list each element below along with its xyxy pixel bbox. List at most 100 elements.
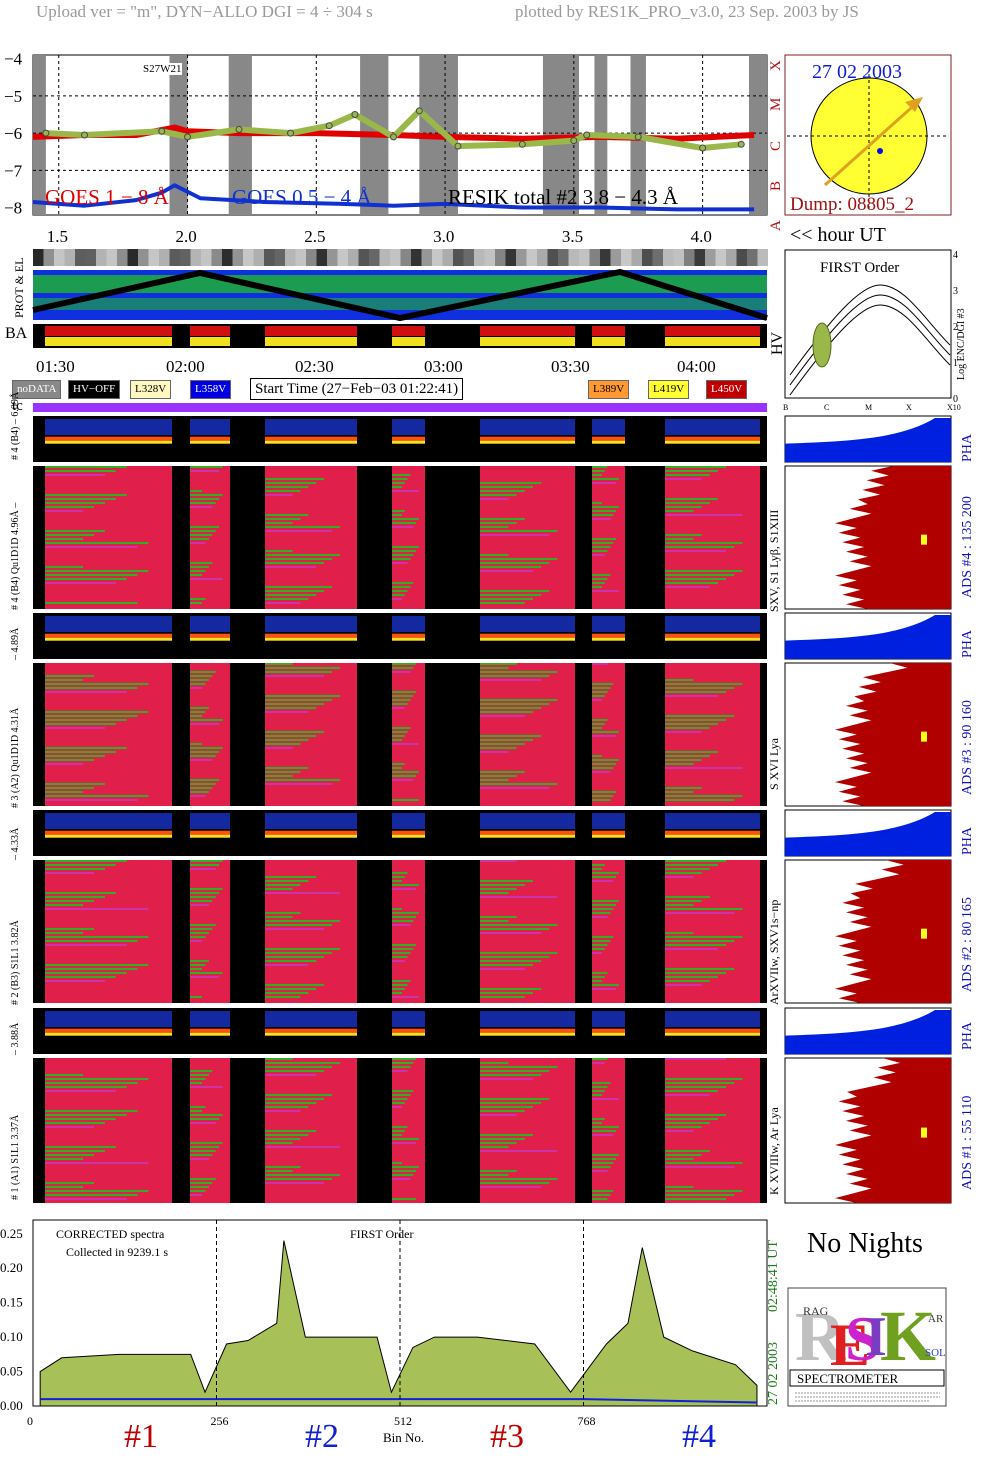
heatmap-row-strip <box>265 514 309 516</box>
heatmap-row-strip <box>190 936 206 938</box>
heatmap-row-strip <box>45 1138 138 1140</box>
heatmap-row-strip <box>665 932 694 934</box>
heatmap-row-strip <box>265 1070 325 1072</box>
heatmap-row-strip <box>265 699 333 701</box>
heatmap-row-strip <box>665 920 718 922</box>
heatmap-row-strip <box>480 924 558 926</box>
ads-marker <box>921 1127 927 1138</box>
heatmap-row-strip <box>592 727 602 729</box>
heatmap-row-strip <box>665 936 743 938</box>
heatmap-row-strip <box>592 924 602 926</box>
heatmap-row-strip <box>592 1074 617 1076</box>
heatmap-row-strip <box>665 944 727 946</box>
heatmap-row-strip <box>45 542 149 544</box>
ads-histogram <box>835 663 951 806</box>
intensity-strip-cell <box>568 249 579 266</box>
heatmap-red-fill <box>190 466 230 609</box>
heatmap-row-strip <box>45 968 138 970</box>
resik-data-point <box>583 131 591 139</box>
heatmap-row-strip <box>592 1150 602 1152</box>
heatmap-row-strip <box>480 598 533 600</box>
heatmap-row-strip <box>45 1186 84 1188</box>
heatmap-row-strip <box>392 892 414 894</box>
heatmap-row-strip <box>190 1118 220 1120</box>
heatmap-row-strip <box>592 1154 619 1156</box>
heatmap-row-strip <box>392 558 411 560</box>
heatmap-row-strip <box>392 1090 414 1092</box>
heatmap-red-fill <box>592 860 625 1003</box>
heatmap-row-strip <box>480 767 533 769</box>
heatmap-row-strip <box>190 699 216 701</box>
heatmap-row-strip <box>665 1194 735 1196</box>
heatmap-row-strip <box>392 968 419 970</box>
heatmap-row-strip <box>45 787 94 789</box>
heatmap-row-strip <box>592 1130 617 1132</box>
heatmap-row-strip <box>480 707 542 709</box>
heatmap-row-strip <box>45 510 84 512</box>
heatmap-row-strip <box>480 783 558 785</box>
heatmap-row-strip <box>45 976 116 978</box>
heatmap-row-strip <box>190 888 223 890</box>
heatmap-row-strip <box>480 546 525 548</box>
time-tick-0130: 01:30 <box>36 357 75 376</box>
pha-band-blue <box>480 1011 575 1028</box>
heatmap-row-strip <box>45 751 116 753</box>
heatmap-row-strip <box>665 868 710 870</box>
intensity-strip-cell <box>243 249 254 266</box>
heatmap-row-strip <box>45 984 94 986</box>
goes-class-letter: M <box>768 98 784 111</box>
heatmap-row-strip <box>665 1102 694 1104</box>
heatmap-row-strip <box>265 478 325 480</box>
heatmap-row-strip <box>392 526 414 528</box>
heatmap-row-strip <box>665 1070 702 1072</box>
heatmap-row-strip <box>190 574 202 576</box>
heatmap-row-strip <box>265 1166 301 1168</box>
heatmap-row-strip <box>190 900 213 902</box>
heatmap-row-strip <box>480 940 525 942</box>
heatmap-row-strip <box>45 1086 127 1088</box>
heatmap-row-strip <box>190 1086 223 1088</box>
heatmap-row-strip <box>265 1138 301 1140</box>
heatmap-row-strip <box>665 1142 727 1144</box>
header-upload-info: Upload ver = "m", DYN−ALLO DGI = 4 ÷ 304… <box>36 2 373 21</box>
heatmap-row-strip <box>190 1102 209 1104</box>
pha-band-yellow <box>392 834 425 838</box>
heatmap-row-strip <box>592 679 617 681</box>
heatmap-row-strip <box>480 952 558 954</box>
heatmap-row-strip <box>592 904 617 906</box>
heatmap-row-strip <box>665 683 743 685</box>
heatmap-row-strip <box>45 671 105 673</box>
heatmap-row-strip <box>480 510 542 512</box>
heatmap-row-strip <box>190 948 220 950</box>
intensity-strip-cell <box>369 249 380 266</box>
heatmap-row-strip <box>665 1114 727 1116</box>
heatmap-row-strip <box>190 490 202 492</box>
time-tick-0230: 02:30 <box>295 357 334 376</box>
event-tag: S27W21 <box>143 63 182 75</box>
heatmap-row-strip <box>480 1194 525 1196</box>
heatmap-row-strip <box>190 498 220 500</box>
heatmap-row-strip <box>45 960 84 962</box>
heatmap-row-strip <box>190 896 216 898</box>
heatmap-row-strip <box>392 1106 402 1108</box>
intensity-strip-cell <box>75 249 86 266</box>
heatmap-row-strip <box>592 590 619 592</box>
heatmap-row-strip <box>392 679 405 681</box>
intensity-strip-cell <box>631 249 642 266</box>
pha-band-yellow <box>592 834 625 838</box>
heatmap-row-strip <box>45 711 149 713</box>
heatmap-row-strip <box>480 711 533 713</box>
heatmap-row-strip <box>45 880 149 882</box>
time-tick-0200: 02:00 <box>166 357 205 376</box>
heatmap-row-strip <box>480 1078 533 1080</box>
channel-4-lines-label: SXV, S1 Lyβ, S1XIII <box>767 509 781 612</box>
heatmap-row-strip <box>480 1114 517 1116</box>
intensity-strip-cell <box>726 249 737 266</box>
heatmap-row-strip <box>190 1090 220 1092</box>
heatmap-row-strip <box>665 586 710 588</box>
heatmap-row-strip <box>265 602 301 604</box>
heatmap-row-strip <box>392 1082 419 1084</box>
channel-1-lines-label: K XVIIIw, Ar Lya <box>767 1107 781 1195</box>
heatmap-row-strip <box>265 711 309 713</box>
heatmap-row-strip <box>45 550 127 552</box>
